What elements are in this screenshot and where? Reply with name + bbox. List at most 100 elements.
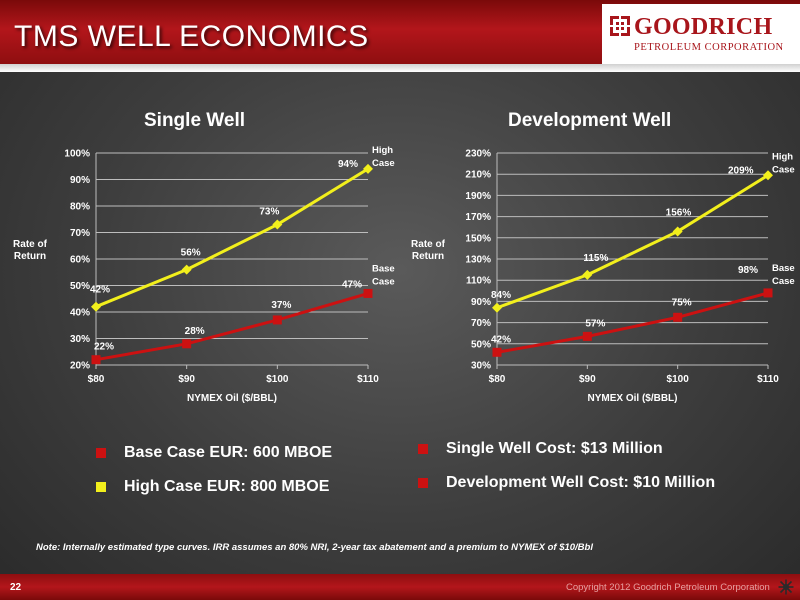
x-tick-label: $110	[357, 374, 379, 385]
company-logo: GOODRICH PETROLEUM CORPORATION	[602, 4, 800, 64]
goodrich-mark-icon	[610, 16, 630, 36]
x-axis-label: NYMEX Oil ($/BBL)	[187, 393, 277, 404]
data-point	[181, 264, 192, 275]
data-point	[582, 331, 592, 341]
data-label: 47%	[342, 279, 362, 290]
data-point	[672, 226, 683, 237]
data-label: 28%	[185, 326, 205, 337]
copyright-text: Copyright 2012 Goodrich Petroleum Corpor…	[566, 582, 770, 593]
data-label: 75%	[672, 297, 692, 308]
x-tick-label: $100	[667, 374, 690, 385]
data-point	[763, 170, 773, 181]
legend-development-well-cost: Development Well Cost: $10 Million	[418, 474, 715, 492]
data-point	[272, 315, 282, 325]
data-label: 37%	[271, 300, 291, 311]
data-point	[582, 269, 593, 280]
x-tick-label: $80	[88, 374, 105, 385]
series-name-label: Base Case	[772, 263, 795, 287]
data-label: 115%	[583, 253, 608, 264]
legend-single-well-cost: Single Well Cost: $13 Million	[418, 440, 663, 458]
data-label: 42%	[491, 334, 511, 345]
y-tick-label: 50%	[471, 339, 491, 350]
y-tick-label: 90%	[471, 297, 491, 308]
data-label: 209%	[728, 165, 754, 176]
data-point	[182, 339, 192, 349]
y-tick-label: 130%	[465, 255, 491, 266]
data-label: 84%	[491, 290, 511, 301]
legend-high-case-eur: High Case EUR: 800 MBOE	[96, 478, 329, 496]
series-line-base-case	[95, 292, 369, 362]
legend-base-case-eur: Base Case EUR: 600 MBOE	[96, 444, 332, 462]
y-tick-label: 230%	[465, 149, 491, 160]
y-tick-label: 30%	[471, 361, 491, 372]
data-label: 73%	[259, 207, 279, 218]
series-line-high-case	[95, 167, 369, 309]
chart-title-development-well: Development Well	[508, 110, 672, 131]
page-title: TMS WELL ECONOMICS	[14, 20, 369, 53]
x-tick-label: $90	[579, 374, 596, 385]
y-axis-label: Rate of Return	[13, 239, 48, 262]
page-number: 22	[10, 582, 22, 593]
x-tick-label: $100	[266, 374, 289, 385]
data-point	[492, 347, 502, 357]
data-point	[272, 219, 283, 230]
y-tick-label: 20%	[70, 361, 90, 372]
header-bar: TMS WELL ECONOMICS GOODRICH PETROLEUM CO…	[0, 0, 800, 72]
legend-text: Base Case EUR: 600 MBOE	[124, 444, 333, 461]
data-label: 56%	[181, 248, 201, 259]
legend-swatch	[96, 448, 106, 458]
series-line-high-case	[496, 173, 769, 310]
legend-text: Development Well Cost: $10 Million	[446, 474, 716, 491]
data-point	[91, 301, 101, 312]
y-tick-label: 60%	[70, 255, 90, 266]
y-tick-label: 100%	[64, 149, 90, 160]
footnote: Note: Internally estimated type curves. …	[36, 542, 593, 553]
footer-bar: 22 Copyright 2012 Goodrich Petroleum Cor…	[0, 574, 800, 600]
y-tick-label: 30%	[70, 334, 90, 345]
y-tick-label: 110%	[466, 276, 491, 287]
legend-text: High Case EUR: 800 MBOE	[124, 478, 330, 495]
data-label: 42%	[90, 285, 110, 296]
sunburst-logo-icon	[778, 579, 794, 595]
data-point	[91, 355, 101, 365]
y-tick-label: 90%	[70, 175, 90, 186]
chart-title-single-well: Single Well	[144, 110, 246, 131]
y-tick-label: 70%	[471, 318, 491, 329]
data-point	[673, 312, 683, 322]
legend-swatch	[418, 444, 428, 454]
logo-subtitle: PETROLEUM CORPORATION	[634, 42, 784, 53]
series-name-label: High Case	[372, 145, 395, 169]
data-point	[492, 302, 502, 313]
logo-name: GOODRICH	[634, 14, 773, 40]
x-tick-label: $90	[178, 374, 195, 385]
x-tick-label: $80	[489, 374, 506, 385]
development-well-chart: 30% 50% 70% 90% 110% 130% 150% 170% 190% 210% 230%…	[411, 149, 795, 405]
y-tick-label: 210%	[465, 170, 491, 181]
single-well-chart: 20% 30% 40% 50% 60% 70% 80% 90% 100% $80 $90 $100 $1…	[13, 145, 395, 404]
y-tick-label: 50%	[70, 281, 90, 292]
series-name-label: Base Case	[372, 263, 395, 287]
data-point	[363, 163, 373, 174]
data-point	[363, 288, 373, 298]
x-tick-label: $110	[757, 374, 779, 385]
y-tick-label: 150%	[465, 233, 491, 244]
data-label: 94%	[338, 159, 358, 170]
y-tick-label: 80%	[70, 202, 90, 213]
legend-swatch	[96, 482, 106, 492]
y-tick-label: 170%	[465, 212, 491, 223]
legend-text: Single Well Cost: $13 Million	[446, 440, 663, 457]
y-tick-label: 40%	[70, 308, 90, 319]
data-label: 156%	[666, 207, 692, 218]
data-point	[763, 288, 773, 298]
y-tick-label: 190%	[465, 191, 491, 202]
series-name-label: High Case	[772, 151, 795, 175]
data-label: 57%	[585, 318, 605, 329]
y-tick-label: 70%	[70, 228, 90, 239]
header-divider	[0, 64, 800, 72]
x-axis-label: NYMEX Oil ($/BBL)	[587, 393, 677, 404]
series-line-base-case	[496, 291, 769, 354]
data-label: 98%	[738, 265, 758, 276]
legend-swatch	[418, 478, 428, 488]
data-label: 22%	[94, 342, 114, 353]
y-axis-label: Rate of Return	[411, 239, 446, 262]
